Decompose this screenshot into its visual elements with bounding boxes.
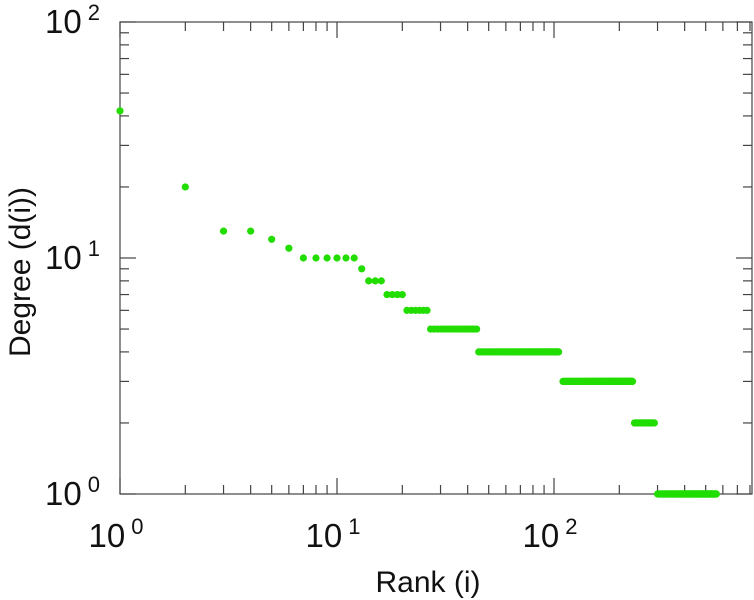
y-axis-label: Degree (d(i)) (4, 187, 37, 357)
data-point (555, 348, 563, 356)
y-tick-label: 10 2 (45, 0, 100, 40)
data-point (388, 290, 396, 299)
data-point (473, 325, 481, 333)
x-tick-label: 10 0 (89, 514, 144, 554)
x-tick-label: 10 2 (523, 514, 578, 554)
data-points (116, 107, 720, 498)
data-point (219, 227, 228, 235)
data-point (247, 227, 255, 235)
axis-ticks (119, 21, 752, 495)
data-point (628, 377, 637, 385)
data-point (398, 290, 406, 299)
data-point (333, 254, 341, 262)
data-point (383, 290, 391, 299)
data-point (268, 235, 276, 243)
data-point (299, 254, 307, 262)
data-point (312, 254, 320, 262)
data-point (285, 244, 293, 252)
data-point (323, 254, 331, 262)
data-point (181, 183, 189, 191)
x-axis-label: Rank (i) (375, 566, 480, 599)
data-point (365, 277, 373, 285)
data-point (116, 107, 124, 115)
x-tick-label: 10 1 (306, 514, 361, 554)
data-point (650, 419, 658, 427)
data-point (358, 265, 366, 273)
y-tick-label: 10 0 (45, 472, 100, 512)
data-point (423, 306, 431, 314)
data-point (712, 490, 720, 498)
data-point (342, 254, 350, 262)
data-point (377, 277, 385, 285)
data-point (350, 254, 358, 262)
y-tick-label: 10 1 (45, 236, 100, 276)
data-point (371, 277, 379, 285)
tick-labels: 10 0 10 1 10 2 10 0 10 1 10 2 (45, 0, 577, 554)
